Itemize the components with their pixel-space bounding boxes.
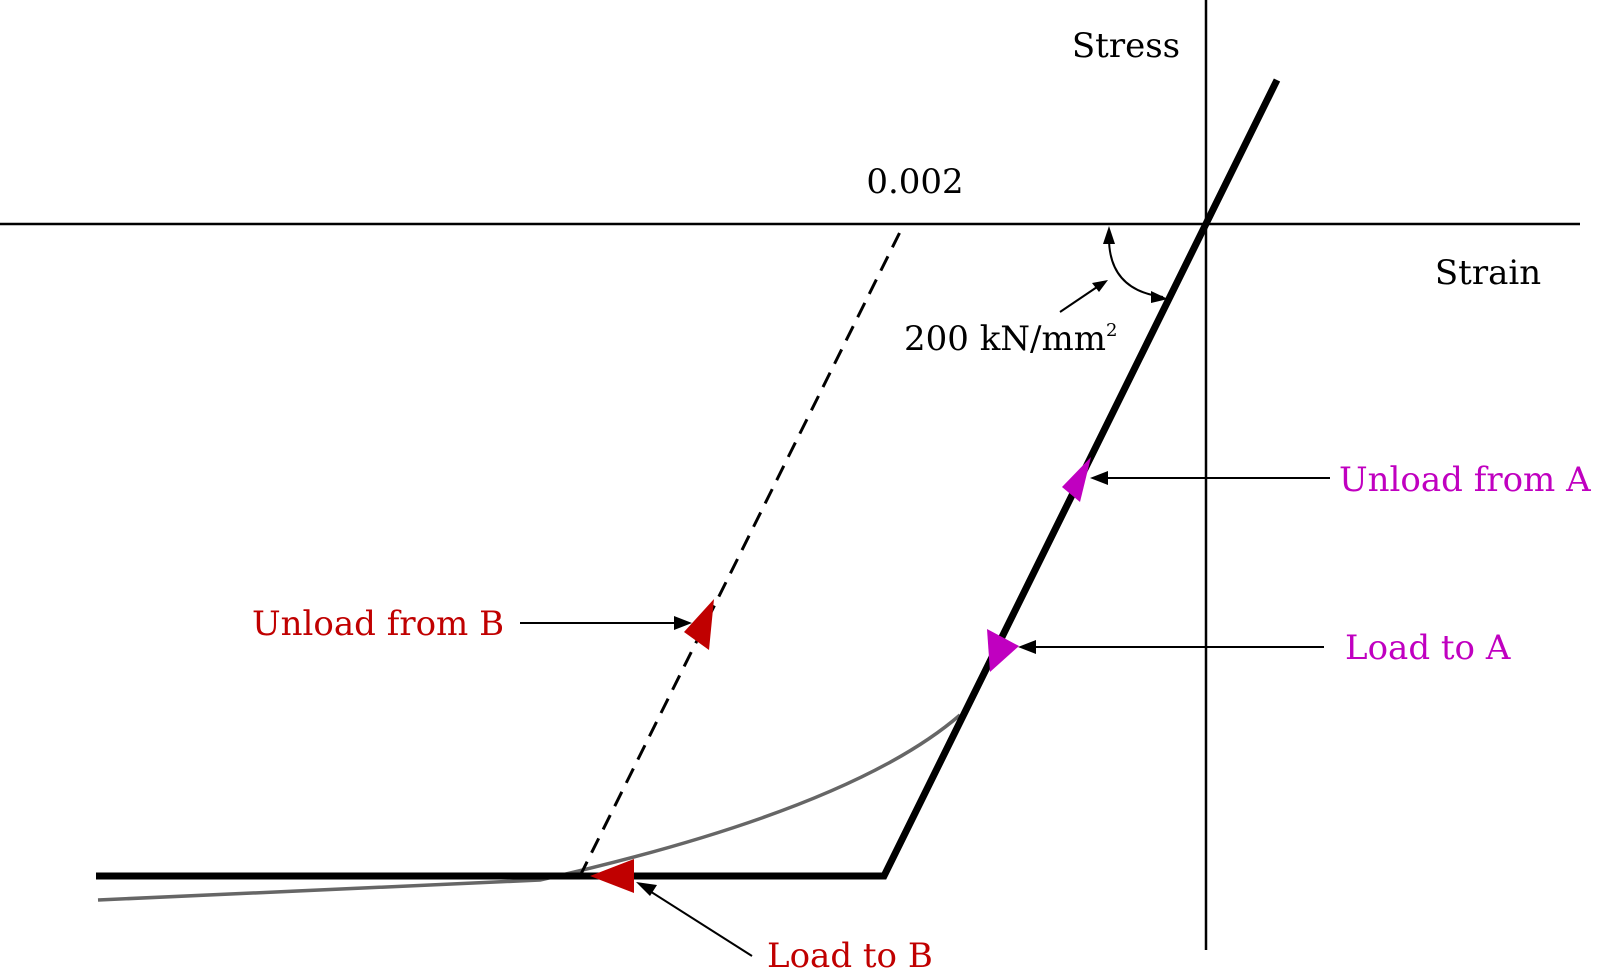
load-to-b-label: Load to B xyxy=(767,936,933,973)
unload-dashed-line xyxy=(578,225,905,877)
modulus-superscript: 2 xyxy=(1106,320,1117,341)
modulus-value: 200 kN/mm xyxy=(904,319,1106,359)
modulus-leader-arrowhead xyxy=(1092,280,1108,292)
nonlinear-stress-strain-curve xyxy=(97,713,962,902)
unload-from-a-label: Unload from A xyxy=(1339,460,1591,500)
modulus-label: 200 kN/mm2 xyxy=(904,319,1117,359)
modulus-leader-line xyxy=(1059,284,1101,313)
arc-arrowhead-up xyxy=(1103,226,1115,244)
strain-value-label: 0.002 xyxy=(866,162,963,202)
load-to-a-leader-arrowhead xyxy=(1018,640,1036,654)
stress-axis-label: Stress xyxy=(1072,26,1180,66)
unload-from-b-leader-arrowhead xyxy=(674,616,692,630)
unload-from-a-leader-arrowhead xyxy=(1090,471,1108,485)
load-to-b-leader-arrowhead xyxy=(636,882,657,896)
unload-from-b-marker xyxy=(684,599,714,650)
unload-from-b-label: Unload from B xyxy=(252,604,504,644)
load-to-b-marker xyxy=(590,859,634,893)
strain-axis-label: Strain xyxy=(1435,253,1541,293)
load-to-b-leader xyxy=(644,887,753,957)
arc-arrowhead-right xyxy=(1151,291,1168,303)
unload-from-a-marker xyxy=(1062,457,1091,502)
load-to-a-label: Load to A xyxy=(1345,628,1511,668)
idealized-stress-strain-path xyxy=(96,78,1281,880)
modulus-angle-arc xyxy=(1107,235,1164,298)
load-to-a-marker xyxy=(987,629,1019,672)
